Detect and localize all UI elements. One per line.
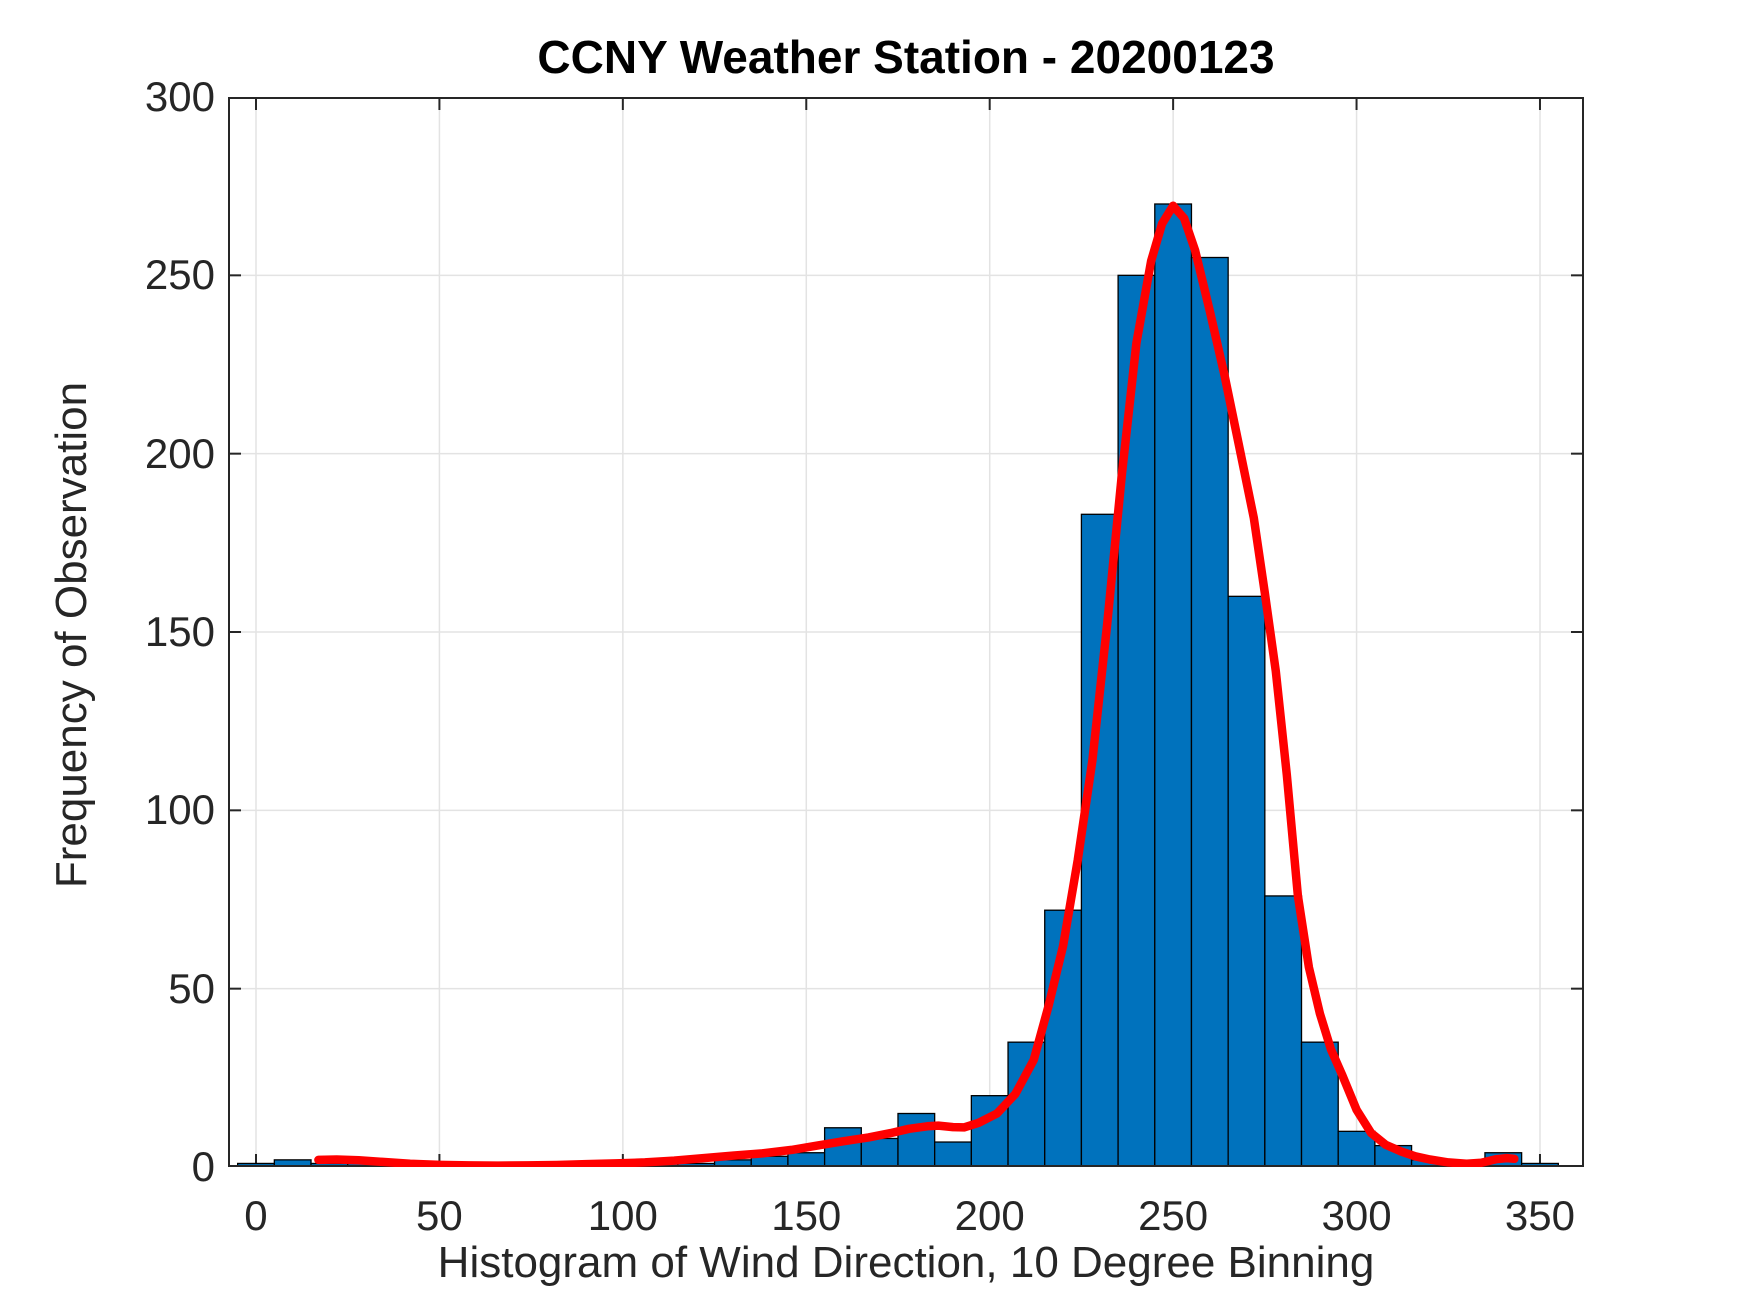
x-tick-label: 50 — [416, 1192, 463, 1239]
histogram-bar — [1227, 595, 1266, 1167]
x-tick-label: 250 — [1138, 1192, 1209, 1239]
y-tick-label: 100 — [144, 786, 215, 834]
x-tick-label: 200 — [954, 1192, 1025, 1239]
histogram-bar — [1190, 256, 1229, 1167]
histogram-bar — [897, 1112, 936, 1167]
histogram-bar — [860, 1137, 899, 1167]
y-tick-label: 0 — [191, 1143, 215, 1190]
histogram-bar — [1007, 1041, 1046, 1167]
histogram-bar — [1117, 274, 1156, 1167]
fit-line — [314, 201, 1519, 1167]
histogram-bar — [787, 1152, 826, 1167]
x-tick-label: 300 — [1321, 1192, 1392, 1239]
x-tick-label: 350 — [1504, 1192, 1575, 1239]
y-tick-label: 50 — [168, 964, 215, 1012]
histogram-bar — [1154, 203, 1193, 1167]
histogram-plot-area — [228, 97, 1584, 1167]
histogram-bar — [934, 1141, 973, 1167]
x-axis-label: Histogram of Wind Direction, 10 Degree B… — [437, 1238, 1375, 1287]
y-tick-label: 150 — [144, 608, 215, 655]
chart-title: CCNY Weather Station - 20200123 — [537, 31, 1275, 83]
y-tick-label: 300 — [144, 73, 215, 120]
x-tick-label: 0 — [244, 1192, 268, 1239]
y-tick-label: 250 — [144, 251, 215, 299]
histogram-bar — [1337, 1130, 1376, 1167]
y-tick-label: 200 — [144, 429, 215, 477]
histogram-bar — [1264, 895, 1303, 1167]
histogram-bar — [1300, 1041, 1339, 1167]
axes-frame — [228, 97, 1584, 1167]
x-tick-label: 150 — [771, 1192, 842, 1239]
x-tick-label: 100 — [587, 1192, 658, 1239]
